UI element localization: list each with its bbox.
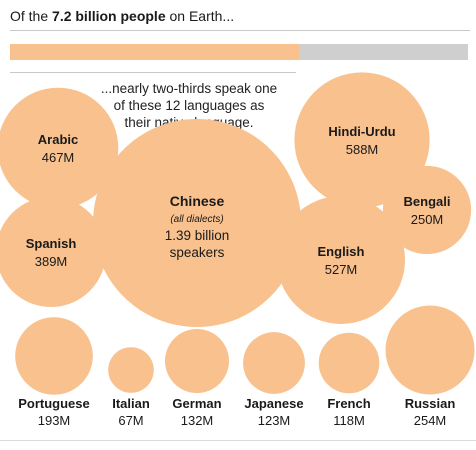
- bubble-arabic: [0, 87, 119, 209]
- bubble-italian: [108, 347, 154, 393]
- bubble-value-hindi-urdu: 588M: [346, 142, 379, 157]
- bubble-value-french: 118M: [333, 413, 365, 428]
- headline-highlight: 7.2 billion people: [52, 8, 166, 24]
- population-bar-fill: [10, 44, 299, 60]
- bubble-value-bengali: 250M: [411, 212, 444, 227]
- bubble-hindi-urdu: [294, 72, 430, 208]
- bubble-value-arabic: 467M: [42, 150, 75, 165]
- bubble-label-french: French: [327, 396, 370, 411]
- top-rule: [10, 30, 470, 31]
- bubble-label-portuguese: Portuguese: [18, 396, 90, 411]
- bubble-value-chinese: 1.39 billion: [165, 228, 230, 243]
- bubble-value-portuguese: 193M: [38, 413, 71, 428]
- bubble-label-german: German: [172, 396, 221, 411]
- bubble-value-spanish: 389M: [35, 254, 68, 269]
- bubble-english: [277, 196, 405, 324]
- bubble-note-chinese: (all dialects): [170, 214, 223, 225]
- bubble-bengali: [382, 165, 472, 255]
- bubble-label-russian: Russian: [405, 396, 456, 411]
- bubble-portuguese: [15, 317, 93, 395]
- bubble-label-spanish: Spanish: [26, 236, 77, 251]
- bubble-spanish: [0, 197, 106, 307]
- bottom-rule: [0, 440, 476, 441]
- bubble-value-german: 132M: [181, 413, 214, 428]
- headline: Of the 7.2 billion people on Earth...: [10, 8, 234, 24]
- bubble-value-chinese-cont: speakers: [170, 245, 225, 260]
- headline-suffix: on Earth...: [165, 8, 235, 24]
- bubble-value-russian: 254M: [414, 413, 447, 428]
- bubble-chinese: [93, 119, 301, 327]
- bubble-japanese: [243, 332, 305, 394]
- bar-rule: [10, 72, 296, 73]
- bubble-value-italian: 67M: [118, 413, 143, 428]
- bubble-label-chinese: Chinese: [170, 193, 225, 209]
- population-bar: [10, 44, 468, 60]
- bubble-label-hindi-urdu: Hindi-Urdu: [328, 124, 395, 139]
- bubble-german: [165, 329, 229, 393]
- bubble-label-bengali: Bengali: [404, 194, 451, 209]
- headline-prefix: Of the: [10, 8, 53, 24]
- bubble-label-italian: Italian: [112, 396, 150, 411]
- bubble-label-japanese: Japanese: [244, 396, 303, 411]
- bubble-label-arabic: Arabic: [38, 132, 78, 147]
- bubble-label-english: English: [318, 244, 365, 259]
- bubble-value-english: 527M: [325, 262, 358, 277]
- bubble-russian: [385, 305, 475, 395]
- bubble-french: [318, 332, 380, 394]
- bubble-value-japanese: 123M: [258, 413, 291, 428]
